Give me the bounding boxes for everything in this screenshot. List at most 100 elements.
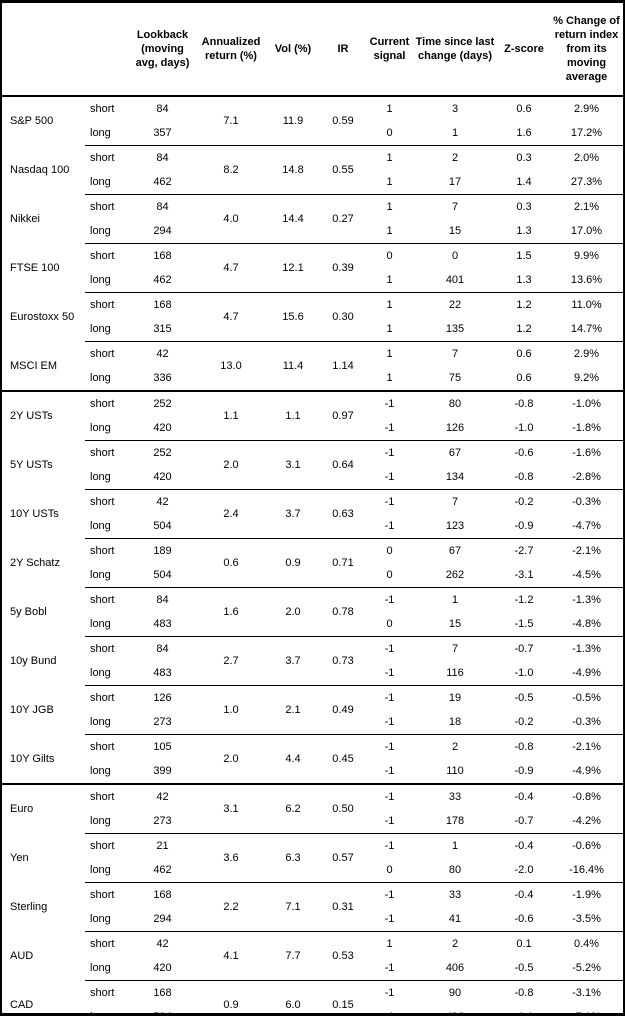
pct-change-value: -1.3% [550,636,623,661]
lookback-value: 252 [130,440,195,465]
asset-row-short: 10Y USTs short 42 2.4 3.7 0.63 -1 7 -0.2 -0.3% [2,489,623,539]
ir-value: 0.31 [319,882,367,932]
annualized-return-value: 2.2 [195,882,267,932]
vol-value: 11.9 [267,95,319,146]
ir-value: 0.27 [319,194,367,244]
annualized-return-value: 8.2 [195,145,267,195]
pct-change-value: 2.1% [550,194,623,219]
lookback-value: 168 [130,980,195,1005]
time-since-last-change-value: 406 [445,961,465,974]
horizon-label: short [85,538,130,563]
header-vol: Vol (%) [267,3,319,97]
horizon-label: short [85,931,130,956]
lookback-value: 504 [153,568,172,581]
time-since-last-change-value: 126 [445,421,465,434]
z-score-value: -3.1 [514,568,534,581]
asset-name: 10Y Gilts [10,752,55,765]
asset-row-short: AUD short 42 4.1 7.7 0.53 1 2 0.1 0.4% [2,931,623,981]
current-signal-value: 1 [386,371,393,384]
pct-change-value: 0.4% [550,931,623,956]
vol-value: 6.2 [267,783,319,834]
annualized-return-value: 13.0 [195,341,267,391]
pct-change-value: -2.8% [572,470,601,483]
pct-change-value: -3.5% [572,912,601,925]
lookback-value: 84 [130,587,195,612]
z-score-value: -0.4 [498,783,550,809]
time-since-last-change-value: 401 [445,273,465,286]
asset-name: 10y Bund [10,654,57,667]
horizon-label: short [85,95,130,121]
annualized-return-value: 7.1 [195,95,267,146]
asset-row-long: long 357 0 1 1.6 17.2% [2,121,623,146]
ir-value: 0.55 [319,145,367,195]
horizon-label: short [85,783,130,809]
annualized-return-value: 4.7 [195,243,267,293]
pct-change-value: 13.6% [570,273,603,286]
pct-change-value: -7.1% [550,1005,623,1013]
z-score-value: 1.5 [498,243,550,268]
pct-change-value: -2.1% [550,734,623,759]
horizon-label: short [85,636,130,661]
current-signal-value: -1 [384,421,395,434]
lookback-value: 420 [153,961,172,974]
lookback-value: 483 [153,666,172,679]
asset-row-short: 2Y Schatz short 189 0.6 0.9 0.71 0 67 -2.7 -2.1% [2,538,623,588]
current-signal-value: -1 [384,912,395,925]
table-body: S&P 500 short 84 7.1 11.9 0.59 1 3 0.6 2.9% long 35… [2,95,623,1013]
asset-row-long: long 420 -1 134 -0.8 -2.8% [2,465,623,490]
current-signal-value: 1 [367,931,412,956]
vol-value: 6.0 [267,980,319,1013]
horizon-label: long [90,961,111,974]
current-signal-value: 1 [367,194,412,219]
horizon-label: long [90,470,111,483]
lookback-value: 84 [130,194,195,219]
horizon-label: short [85,440,130,465]
asset-row-short: 5y Bobl short 84 1.6 2.0 0.78 -1 1 -1.2 -1.3% [2,587,623,637]
asset-row-long: long 462 1 401 1.3 13.6% [2,268,623,293]
pct-change-value: -4.7% [572,519,601,532]
asset-row-long: long 504 0 262 -3.1 -4.5% [2,563,623,588]
ir-value: 0.57 [319,833,367,883]
z-score-value: 0.6 [498,95,550,121]
pct-change-value: 2.0% [550,145,623,170]
header-horizon-blank [85,3,130,97]
horizon-label: short [85,243,130,268]
horizon-label: long [90,764,111,777]
pct-change-value: -0.3% [550,489,623,514]
lookback-value: 42 [130,783,195,809]
annualized-return-value: 1.1 [195,390,267,441]
annualized-return-value: 4.0 [195,194,267,244]
time-since-last-change-value: 0 [412,243,498,268]
pct-change-value: -1.0% [550,390,623,416]
horizon-label: long [90,617,111,630]
time-since-last-change-value: 1 [412,833,498,858]
asset-name: 5Y USTs [10,458,53,471]
annualized-return-value: 1.6 [195,587,267,637]
lookback-value: 315 [153,322,172,335]
z-score-value: 0.3 [498,145,550,170]
time-since-last-change-value: 2 [412,734,498,759]
current-signal-value: -1 [367,587,412,612]
current-signal-value: 0 [386,126,393,139]
horizon-label: long [90,371,111,384]
z-score-value: -2.0 [514,863,534,876]
lookback-value: 504 [130,1005,195,1013]
current-signal-value: 0 [386,863,393,876]
lookback-value: 105 [130,734,195,759]
current-signal-value: 0 [367,243,412,268]
time-since-last-change-value: 7 [412,341,498,366]
time-since-last-change-value: 90 [412,980,498,1005]
time-since-last-change-value: 262 [445,568,465,581]
time-since-last-change-value: 7 [412,636,498,661]
header-z-score: Z-score [498,3,550,97]
asset-row-short: Sterling short 168 2.2 7.1 0.31 -1 33 -0.4 -1.9% [2,882,623,932]
pct-change-value: -0.6% [550,833,623,858]
asset-row-short: CAD short 168 0.9 6.0 0.15 -1 90 -0.8 -3.1% [2,980,623,1013]
asset-row-short: 10Y Gilts short 105 2.0 4.4 0.45 -1 2 -0.8 -2.1% [2,734,623,784]
horizon-label: short [85,882,130,907]
horizon-label: short [85,145,130,170]
vol-value: 7.1 [267,882,319,932]
asset-name: MSCI EM [10,359,58,372]
horizon-label: short [85,292,130,317]
